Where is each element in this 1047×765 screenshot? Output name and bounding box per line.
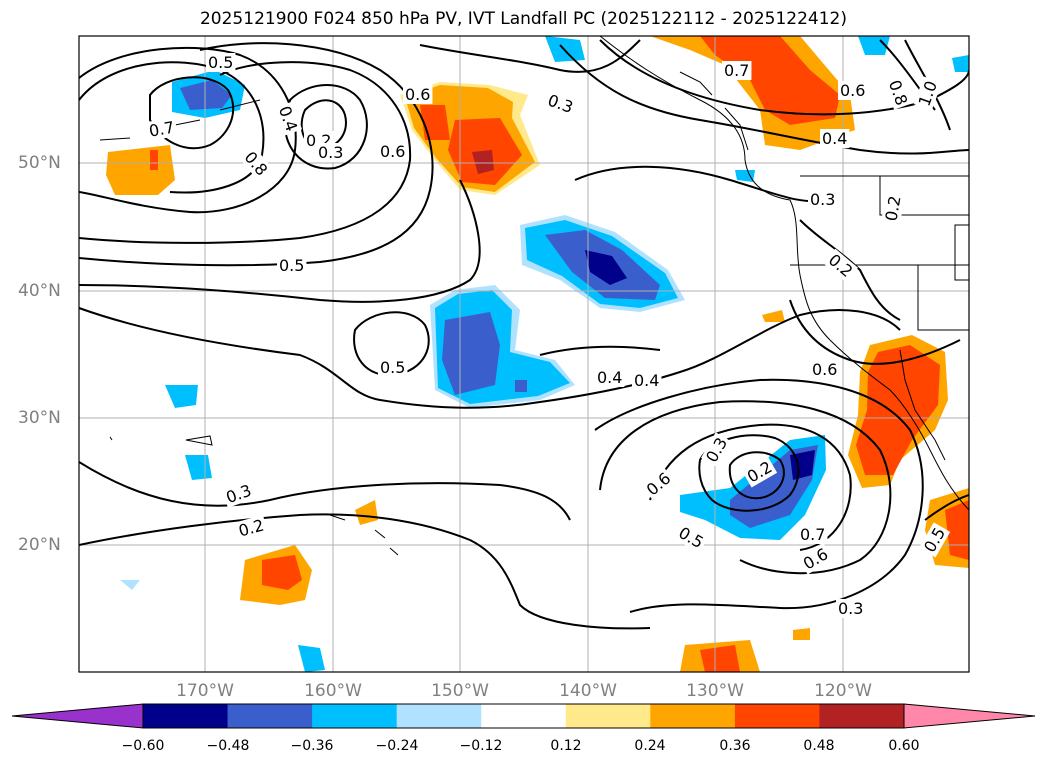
contour-label-halo [378, 142, 408, 161]
contour-label: 0.6 [840, 81, 865, 100]
contour-label-halo [913, 76, 942, 111]
contour-label: 0.2 [825, 250, 857, 281]
contour-label-halo [823, 248, 859, 283]
chart-title: 2025121900 F024 850 hPa PV, IVT Landfall… [199, 9, 847, 29]
colorbar-tick-label: 0.48 [803, 738, 835, 754]
colorbar-extend-right [903, 703, 1036, 729]
colorbar-block [227, 704, 313, 728]
colorbar-tick-label: −0.60 [121, 738, 165, 754]
contour-label: 0.3 [318, 143, 343, 162]
contour-label-halo [403, 85, 433, 104]
contour-label: 0.6 [405, 85, 430, 104]
lon-tick-label: 160°W [304, 681, 362, 701]
contour-label: 0.6 [380, 142, 405, 161]
contour-label-halo [595, 368, 625, 387]
contour-label-halo [701, 432, 733, 468]
colorbar-block [396, 704, 482, 728]
colorbar-tick-label: −0.12 [459, 738, 503, 754]
contour-label-halo [884, 75, 913, 110]
colorbar-tick-label: 0.24 [634, 738, 666, 754]
contour-label: 0.4 [634, 371, 659, 390]
contour-label-halo [798, 543, 834, 575]
contour-label: 0.5 [279, 256, 304, 275]
colorbar-block [312, 704, 398, 728]
contour-label-layer: 0.5 0.4 0.2 0.3 0.8 0.6 0.6 0.3 0.7 0.6 … [145, 53, 951, 618]
contour-label-halo [798, 525, 828, 544]
contour-label: 0.2 [881, 194, 904, 222]
contour-label-halo [881, 192, 905, 225]
colorbar-blocks [143, 704, 905, 728]
positive-anomaly-shading [106, 36, 969, 672]
contour-label: 0.6 [643, 469, 675, 500]
map-frame [78, 35, 970, 673]
lat-tick-label: 50°N [18, 153, 61, 173]
colorbar-block [143, 704, 229, 728]
contour-label-halo [543, 89, 578, 118]
contour-label: 0.8 [241, 148, 272, 180]
contour-label-halo [274, 101, 303, 136]
colorbar-block [565, 704, 651, 728]
contour-label-halo [673, 522, 709, 554]
lat-tick-label: 20°N [18, 535, 61, 555]
colorbar-block [650, 704, 736, 728]
contour-label: 0.3 [810, 190, 835, 209]
lon-tick-label: 130°W [686, 681, 744, 701]
lat-tick-label: 40°N [18, 281, 61, 301]
colorbar-tick-label: −0.24 [375, 738, 419, 754]
lat-tick-label: 30°N [18, 408, 61, 428]
contour-label: 0.7 [800, 525, 825, 544]
negative-anomaly-shading [120, 36, 969, 672]
contour-label: 0.4 [822, 129, 847, 148]
contour-label-halo [632, 371, 662, 390]
coastlines [99, 36, 969, 556]
lon-tick-label: 150°W [431, 681, 489, 701]
contour-label: 0.3 [838, 599, 863, 618]
contour-label-halo [145, 117, 178, 142]
contour-label-halo [742, 456, 778, 488]
lon-tick-label: 120°W [814, 681, 872, 701]
contour-label-halo [919, 522, 951, 558]
colorbar-extend-left [11, 703, 144, 729]
contour-label-halo [836, 599, 866, 618]
colorbar-tick-label: 0.12 [550, 738, 582, 754]
contour-label-halo [820, 129, 850, 148]
colorbar [11, 703, 1036, 729]
colorbar-block [819, 704, 905, 728]
colorbar-tick-label: 0.60 [888, 738, 920, 754]
contour-label-halo [221, 479, 256, 508]
contour-label-halo [838, 81, 868, 100]
contour-label-halo [722, 61, 752, 80]
contour-label: 0.4 [597, 368, 622, 387]
contour-label-halo [810, 360, 840, 379]
contour-label: 0.7 [724, 61, 749, 80]
contour-label-halo [277, 256, 307, 275]
colorbar-block [481, 704, 567, 728]
contour-label: 0.5 [208, 53, 233, 72]
contour-label-halo [316, 143, 346, 162]
colorbar-tick-label: 0.36 [719, 738, 751, 754]
lon-tick-label: 140°W [559, 681, 617, 701]
lon-tick-label: 170°W [176, 681, 234, 701]
contour-label-halo [378, 358, 408, 377]
contour-label-halo [206, 53, 236, 72]
colorbar-tick-label: −0.36 [290, 738, 334, 754]
contour-label: 0.6 [812, 360, 837, 379]
contour-label-halo [234, 514, 268, 541]
colorbar-tick-label: −0.48 [206, 738, 250, 754]
colorbar-block [734, 704, 820, 728]
contour-label-halo [239, 146, 273, 181]
contour-label: 0.5 [380, 358, 405, 377]
contour-label-halo [808, 190, 838, 209]
pv-contours [79, 39, 969, 630]
contour-label-halo [641, 467, 676, 501]
contour-label: 0.7 [148, 118, 176, 141]
